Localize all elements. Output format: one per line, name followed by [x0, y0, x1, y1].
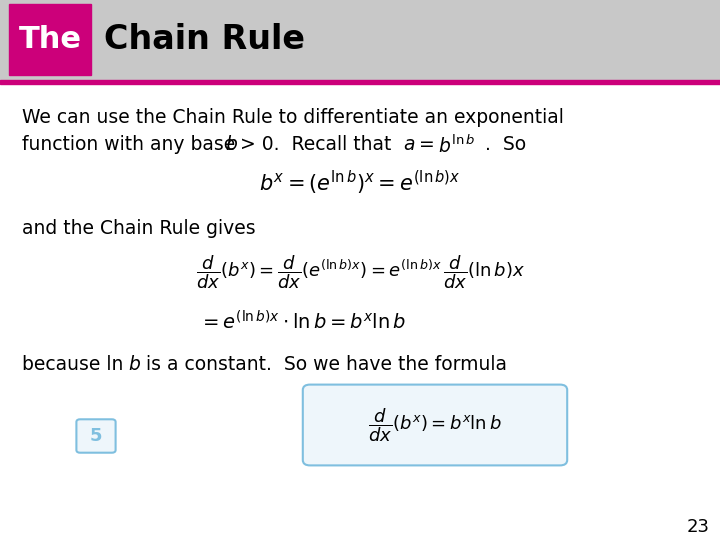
Text: $b^{\mathrm{ln}\,b}$: $b^{\mathrm{ln}\,b}$	[438, 135, 475, 157]
Text: a: a	[404, 135, 415, 154]
Bar	[0, 80, 720, 84]
Text: We can use the Chain Rule to differentiate an exponential: We can use the Chain Rule to differentia…	[22, 108, 564, 127]
FancyBboxPatch shape	[76, 419, 116, 453]
Text: 23: 23	[687, 517, 710, 536]
Text: $= e^{(\ln b)x} \cdot \ln b = b^x \ln b$: $= e^{(\ln b)x} \cdot \ln b = b^x \ln b$	[199, 310, 406, 334]
Text: is a constant.  So we have the formula: is a constant. So we have the formula	[140, 355, 507, 375]
Text: because ln: because ln	[22, 355, 130, 375]
Text: > 0.  Recall that: > 0. Recall that	[235, 135, 397, 154]
Text: .  So: . So	[485, 135, 526, 154]
Text: and the Chain Rule gives: and the Chain Rule gives	[22, 219, 256, 238]
Bar	[9, 4, 91, 75]
Text: b: b	[225, 135, 237, 154]
Text: The: The	[19, 25, 81, 55]
Text: b: b	[129, 355, 140, 375]
Text: $\dfrac{d}{dx}(b^x) = \dfrac{d}{dx}(e^{(\ln b)x}) = e^{(\ln b)x}\,\dfrac{d}{dx}(: $\dfrac{d}{dx}(b^x) = \dfrac{d}{dx}(e^{(…	[196, 253, 524, 291]
Bar	[0, 0, 720, 80]
Text: Chain Rule: Chain Rule	[104, 23, 305, 57]
Text: =: =	[413, 135, 441, 154]
Text: $b^x = (e^{\ln b})^x = e^{(\ln b)x}$: $b^x = (e^{\ln b})^x = e^{(\ln b)x}$	[259, 169, 461, 197]
Text: 5: 5	[90, 427, 102, 445]
FancyBboxPatch shape	[303, 384, 567, 465]
Text: $\dfrac{d}{dx}(b^x) = b^x \ln b$: $\dfrac{d}{dx}(b^x) = b^x \ln b$	[368, 406, 502, 444]
Text: function with any base: function with any base	[22, 135, 241, 154]
